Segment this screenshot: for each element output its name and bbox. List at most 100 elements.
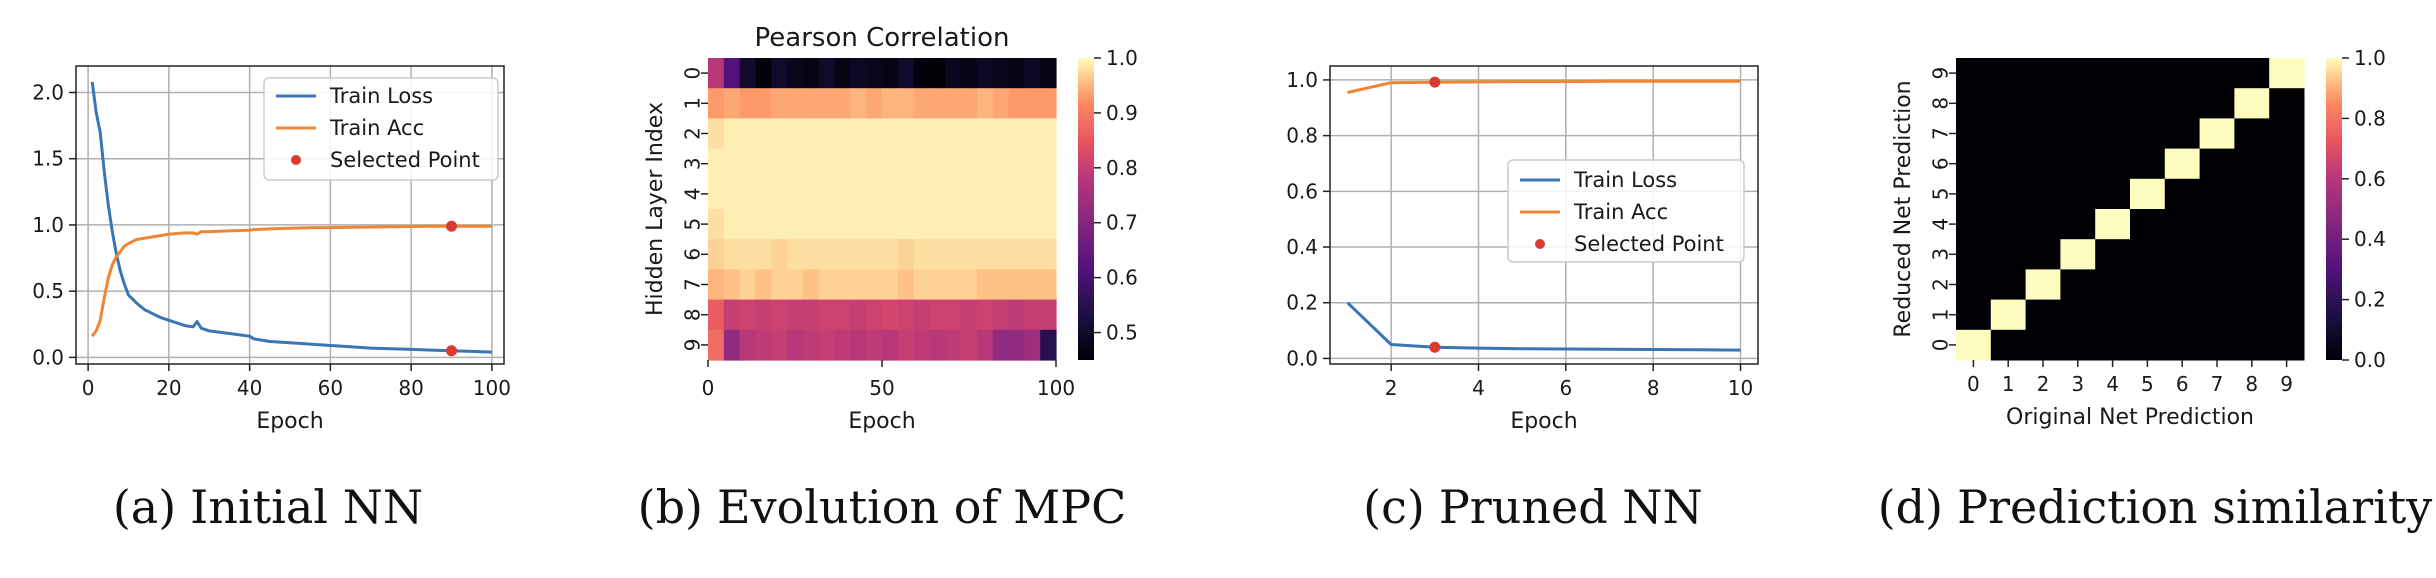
heatmap-cell	[2199, 209, 2235, 240]
heatmap-cell	[723, 58, 741, 89]
heatmap-cell	[992, 118, 1010, 150]
heatmap-cell	[755, 58, 772, 89]
colorbar-tick-label: 0.9	[1106, 101, 1138, 125]
heatmap-cell	[992, 88, 1010, 119]
heatmap-cell	[787, 299, 804, 331]
caption-b: (b) Evolution of MPC	[638, 480, 1127, 534]
heatmap-cell	[913, 178, 931, 210]
heatmap-cell	[1008, 299, 1025, 331]
heatmap-cell	[1024, 118, 1041, 150]
heatmap-cell	[1990, 329, 2027, 361]
caption-label: (a)	[113, 480, 176, 534]
heatmap-cell	[2269, 58, 2305, 89]
x-axis-label: Epoch	[256, 409, 323, 434]
heatmap-cell	[818, 148, 836, 180]
heatmap-cell	[2269, 148, 2305, 180]
heatmap-cell	[2199, 299, 2235, 331]
heatmap-cell	[2060, 178, 2096, 210]
heatmap-cell	[913, 88, 931, 119]
heatmap-cell	[945, 239, 962, 270]
heatmap-cell	[882, 148, 899, 180]
heatmap-cell	[961, 88, 978, 119]
colorbar-tick-label: 0.8	[2354, 106, 2386, 130]
heatmap-cell	[897, 209, 915, 240]
heatmap-cell	[897, 148, 915, 180]
y-tick-label: 1.0	[32, 213, 64, 237]
y-tick-label: 3	[1929, 248, 1953, 261]
caption-text: Evolution of MPC	[717, 480, 1126, 534]
heatmap-cell	[834, 178, 851, 210]
heatmap-cell	[834, 329, 851, 361]
y-tick-label: 0.5	[32, 279, 64, 303]
heatmap-cell	[976, 209, 994, 240]
heatmap-cell	[1956, 148, 1992, 180]
heatmap-cell	[961, 148, 978, 180]
y-tick-label: 3	[681, 157, 705, 170]
heatmap-cell	[771, 329, 788, 361]
heatmap-cell	[2199, 148, 2235, 180]
y-tick-label: 4	[1929, 218, 1953, 231]
heatmap-cell	[2269, 209, 2305, 240]
heatmap-cell	[771, 118, 788, 150]
heatmap-cells	[708, 58, 1057, 361]
heatmap-cell	[945, 209, 962, 240]
y-tick-label: 8	[681, 308, 705, 321]
heatmap-cell	[802, 239, 820, 270]
heatmap-cell	[739, 148, 757, 180]
heatmap-cell	[2164, 329, 2201, 361]
heatmap-cell	[1990, 209, 2027, 240]
heatmap-cell	[739, 299, 757, 331]
heatmap-cell	[2199, 269, 2235, 301]
heatmap-cell	[1956, 209, 1992, 240]
x-tick-label: 4	[2106, 372, 2119, 396]
heatmap-cell	[945, 58, 962, 89]
y-tick-label: 0.6	[1286, 179, 1318, 203]
heatmap-cell	[771, 299, 788, 331]
heatmap-cell	[2095, 118, 2131, 150]
heatmap-cell	[2025, 209, 2061, 240]
heatmap-cell	[739, 118, 757, 150]
heatmap-cell	[2025, 329, 2061, 361]
heatmap-cell	[992, 299, 1010, 331]
heatmap-cell	[1008, 239, 1025, 270]
x-tick-label: 7	[2211, 372, 2224, 396]
heatmap-cell	[850, 58, 867, 89]
heatmap-cell	[771, 269, 788, 301]
y-tick-label: 2	[1929, 278, 1953, 291]
heatmap-cell	[2199, 58, 2235, 89]
heatmap-cell	[850, 209, 867, 240]
heatmap-cell	[802, 118, 820, 150]
heatmap-cell	[1956, 118, 1992, 150]
heatmap-cell	[1024, 88, 1041, 119]
heatmap-cell	[787, 118, 804, 150]
heatmap-cell	[739, 58, 757, 89]
heatmap-cell	[787, 329, 804, 361]
heatmap-cell	[1040, 178, 1057, 210]
heatmap-cell	[992, 148, 1010, 180]
colorbar-tick-label: 0.6	[1106, 266, 1138, 290]
heatmap-cell	[755, 178, 772, 210]
heatmap-cell	[929, 58, 946, 89]
colorbar-tick-label: 1.0	[2354, 46, 2386, 70]
heatmap-cell	[913, 329, 931, 361]
heatmap-cell	[2164, 118, 2201, 150]
x-tick-label: 2	[2037, 372, 2050, 396]
heatmap-cell	[834, 239, 851, 270]
heatmap-cell	[2095, 178, 2131, 210]
heatmap-cell	[913, 148, 931, 180]
heatmap-cell	[976, 329, 994, 361]
heatmap-cell	[2164, 88, 2201, 119]
heatmap-cell	[1008, 118, 1025, 150]
caption-d: (d) Prediction similarity	[1878, 480, 2433, 534]
heatmap-cell	[2164, 299, 2201, 331]
heatmap-cell	[866, 269, 883, 301]
heatmap-cell	[1008, 269, 1025, 301]
x-tick-label: 2	[1385, 376, 1398, 400]
heatmap-cell	[929, 239, 946, 270]
legend-entry-train-acc: Train Acc	[1573, 200, 1668, 224]
heatmap-cell	[1024, 239, 1041, 270]
x-axis-label: Original Net Prediction	[2006, 405, 2254, 430]
heatmap-cell	[897, 329, 915, 361]
y-tick-label: 4	[681, 188, 705, 201]
